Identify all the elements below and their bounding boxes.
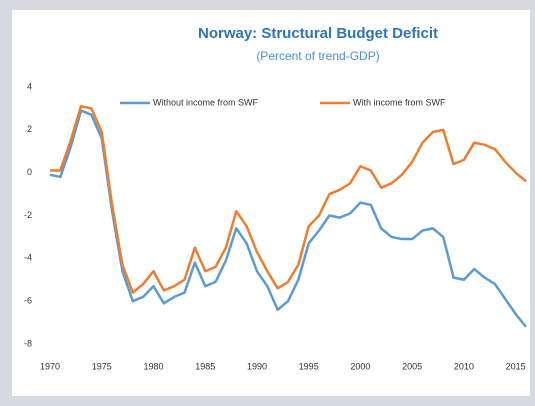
x-tick-label: 2015 (506, 361, 526, 371)
chart-title: Norway: Structural Budget Deficit (198, 25, 438, 42)
y-tick-label: -2 (24, 210, 32, 220)
series-line (50, 105, 527, 294)
x-tick-label: 1975 (92, 361, 112, 371)
y-tick-label: 2 (27, 124, 32, 134)
legend-label: With income from SWF (353, 97, 446, 107)
x-tick-label: 2010 (454, 361, 474, 371)
y-tick-label: -6 (24, 296, 32, 306)
x-tick-label: 1985 (195, 361, 215, 371)
y-tick-label: -4 (24, 253, 32, 263)
legend-label: Without income from SWF (153, 97, 259, 107)
x-tick-label: 1980 (143, 361, 163, 371)
series-line (49, 109, 527, 328)
y-tick-label: 4 (27, 81, 32, 91)
x-tick-label: 2005 (402, 361, 422, 371)
x-tick-label: 1995 (299, 361, 319, 371)
x-tick-label: 2000 (350, 361, 370, 371)
y-tick-label: 0 (27, 167, 32, 177)
y-tick-label: -8 (24, 338, 32, 348)
x-tick-label: 1970 (40, 361, 60, 371)
chart-area (12, 10, 530, 396)
chart-subtitle: (Percent of trend-GDP) (256, 49, 379, 63)
x-tick-label: 1990 (247, 361, 267, 371)
